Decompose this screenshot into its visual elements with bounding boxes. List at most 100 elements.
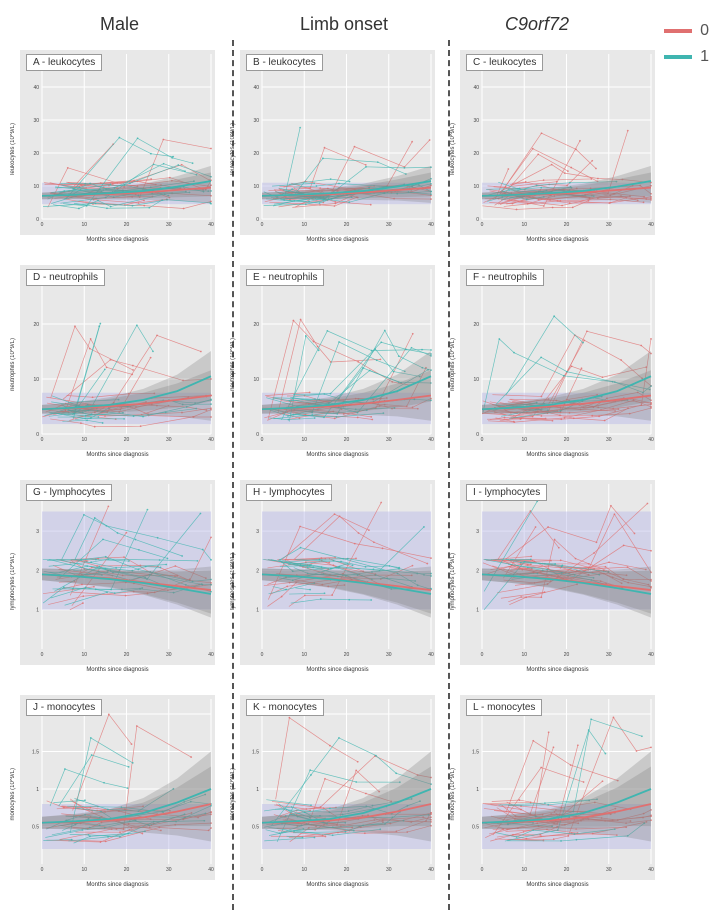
panel-title: K - monocytes [246, 699, 324, 716]
chart-svg: 0.511.52010203040 [20, 695, 215, 880]
svg-text:1.5: 1.5 [472, 750, 479, 756]
svg-text:40: 40 [648, 222, 654, 228]
svg-text:2: 2 [476, 568, 479, 574]
x-axis-label: Months since diagnosis [526, 452, 588, 458]
svg-text:40: 40 [33, 85, 39, 91]
svg-text:10: 10 [81, 437, 87, 443]
panel-title: D - neutrophils [26, 269, 105, 286]
y-axis-label: lymphocytes (10^9/L) [10, 553, 16, 610]
y-axis-label: monocytes (10^9/L) [450, 768, 456, 821]
x-axis-label: Months since diagnosis [306, 667, 368, 673]
x-axis-label: Months since diagnosis [306, 882, 368, 888]
svg-text:30: 30 [166, 437, 172, 443]
y-axis-label: neutrophils (10^9/L) [450, 338, 456, 391]
svg-text:0: 0 [36, 432, 39, 438]
chart-panel: F - neutrophilsneutrophils (10^9/L)Month… [460, 265, 655, 450]
chart-svg: 0.511.52010203040 [240, 695, 435, 880]
svg-text:0: 0 [481, 222, 484, 228]
x-axis-label: Months since diagnosis [526, 237, 588, 243]
svg-text:40: 40 [428, 437, 434, 443]
svg-text:20: 20 [124, 652, 130, 658]
chart-svg: 010203040010203040 [240, 50, 435, 235]
panel-title: G - lymphocytes [26, 484, 112, 501]
svg-text:2: 2 [36, 568, 39, 574]
x-axis-label: Months since diagnosis [86, 882, 148, 888]
svg-text:1: 1 [36, 787, 39, 793]
chart-svg: 0.511.52010203040 [460, 695, 655, 880]
svg-text:20: 20 [124, 222, 130, 228]
svg-text:30: 30 [386, 652, 392, 658]
svg-text:1.5: 1.5 [32, 750, 39, 756]
svg-text:10: 10 [253, 184, 259, 190]
svg-text:0: 0 [41, 437, 44, 443]
svg-text:30: 30 [386, 437, 392, 443]
svg-text:20: 20 [124, 867, 130, 873]
chart-svg: 01020010203040 [20, 265, 215, 450]
legend-label: 0 [700, 22, 709, 40]
svg-text:40: 40 [648, 867, 654, 873]
svg-text:40: 40 [648, 437, 654, 443]
svg-text:0: 0 [256, 432, 259, 438]
svg-text:0: 0 [261, 437, 264, 443]
svg-text:10: 10 [521, 652, 527, 658]
svg-text:20: 20 [253, 322, 259, 328]
chart-panel: L - monocytesmonocytes (10^9/L)Months si… [460, 695, 655, 880]
svg-text:30: 30 [166, 867, 172, 873]
chart-panel: E - neutrophilsneutrophils (10^9/L)Month… [240, 265, 435, 450]
svg-text:30: 30 [166, 222, 172, 228]
svg-text:30: 30 [33, 118, 39, 124]
chart-panel: K - monocytesmonocytes (10^9/L)Months si… [240, 695, 435, 880]
svg-text:20: 20 [344, 867, 350, 873]
svg-text:1: 1 [36, 608, 39, 614]
svg-text:1.5: 1.5 [252, 750, 259, 756]
y-axis-label: monocytes (10^9/L) [230, 768, 236, 821]
svg-text:30: 30 [253, 118, 259, 124]
svg-text:40: 40 [473, 85, 479, 91]
column-header: Limb onset [300, 14, 388, 35]
svg-text:10: 10 [473, 377, 479, 383]
x-axis-label: Months since diagnosis [86, 667, 148, 673]
legend-item: 0 [664, 22, 709, 40]
svg-text:10: 10 [33, 184, 39, 190]
svg-text:0: 0 [41, 867, 44, 873]
svg-text:20: 20 [473, 151, 479, 157]
chart-svg: 010203040010203040 [20, 50, 215, 235]
y-axis-label: lymphocytes (10^9/L) [230, 553, 236, 610]
svg-text:40: 40 [428, 222, 434, 228]
svg-text:10: 10 [521, 867, 527, 873]
chart-panel: I - lymphocyteslymphocytes (10^9/L)Month… [460, 480, 655, 665]
svg-text:20: 20 [33, 322, 39, 328]
x-axis-label: Months since diagnosis [86, 452, 148, 458]
svg-text:20: 20 [344, 222, 350, 228]
column-header: C9orf72 [505, 14, 569, 35]
y-axis-label: neutrophils (10^9/L) [230, 338, 236, 391]
svg-text:10: 10 [301, 222, 307, 228]
panel-title: L - monocytes [466, 699, 542, 716]
chart-panel: H - lymphocyteslymphocytes (10^9/L)Month… [240, 480, 435, 665]
chart-svg: 123010203040 [240, 480, 435, 665]
svg-text:2: 2 [256, 568, 259, 574]
svg-text:30: 30 [606, 652, 612, 658]
svg-text:0: 0 [481, 437, 484, 443]
svg-text:3: 3 [476, 529, 479, 535]
panel-title: J - monocytes [26, 699, 102, 716]
svg-text:10: 10 [301, 652, 307, 658]
legend-label: 1 [700, 48, 709, 66]
svg-text:10: 10 [253, 377, 259, 383]
svg-text:10: 10 [301, 437, 307, 443]
chart-svg: 01020010203040 [460, 265, 655, 450]
x-axis-label: Months since diagnosis [86, 237, 148, 243]
svg-text:20: 20 [564, 222, 570, 228]
x-axis-label: Months since diagnosis [526, 882, 588, 888]
panel-title: I - lymphocytes [466, 484, 547, 501]
svg-text:40: 40 [208, 867, 214, 873]
svg-text:20: 20 [124, 437, 130, 443]
svg-text:40: 40 [428, 652, 434, 658]
svg-text:30: 30 [606, 222, 612, 228]
legend-swatch [664, 29, 692, 33]
y-axis-label: monocytes (10^9/L) [10, 768, 16, 821]
svg-text:20: 20 [344, 437, 350, 443]
svg-text:1: 1 [256, 787, 259, 793]
x-axis-label: Months since diagnosis [306, 452, 368, 458]
chart-panel: G - lymphocyteslymphocytes (10^9/L)Month… [20, 480, 215, 665]
